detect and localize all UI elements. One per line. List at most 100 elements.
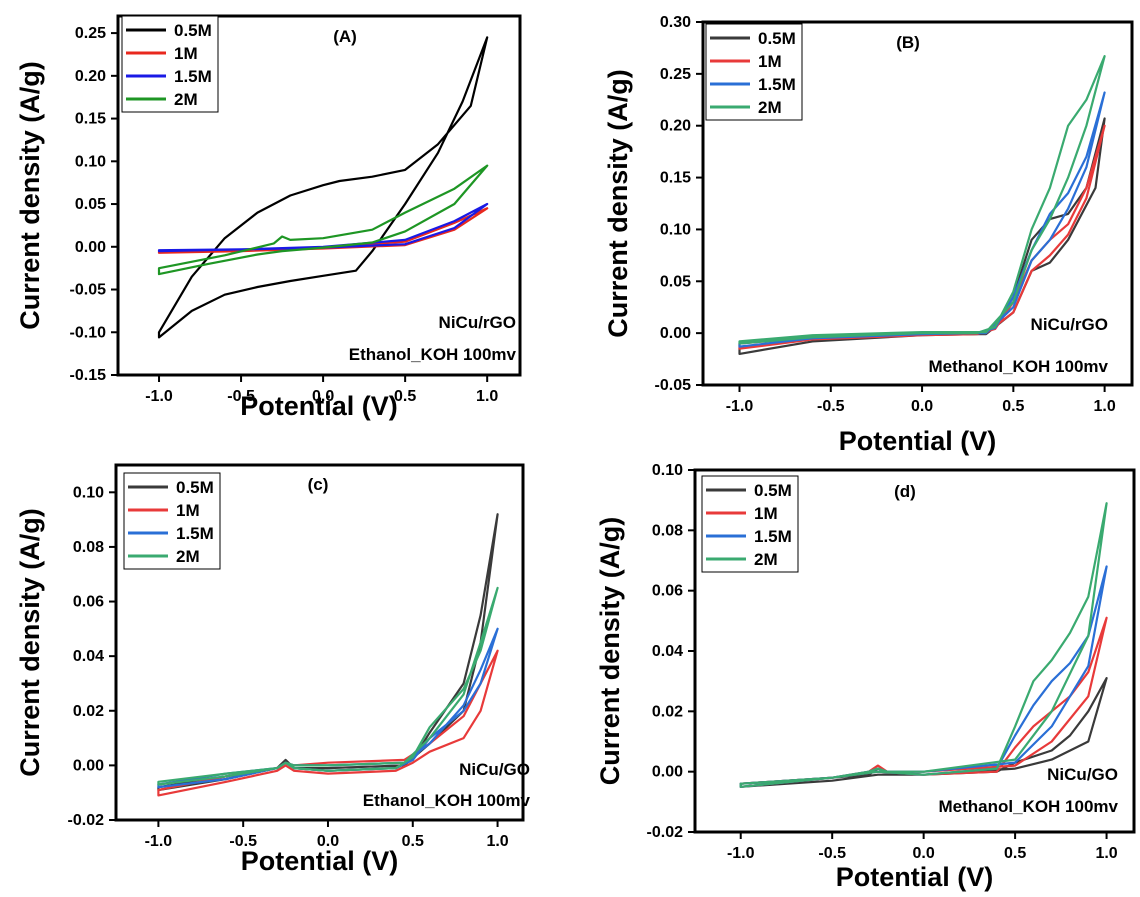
x-tick-label: 0.0 [913,845,935,862]
legend-label: 2M [754,550,778,569]
legend: 0.5M 1M 1.5M 2M [701,475,799,573]
y-tick-label: 0.15 [75,111,106,128]
x-tick-label: 0.5 [1004,845,1026,862]
plot-frame [701,20,1134,387]
legend-label: 1.5M [176,524,214,543]
y-tick-label: 0.02 [73,703,104,720]
x-axis-title: Potential (V) [241,846,399,876]
y-tick-label: 0.20 [660,118,691,135]
curves [157,36,489,339]
x-axis-title: Potential (V) [240,391,398,421]
material-annotation: NiCu/rGO [439,313,516,332]
y-tick-label: -0.05 [70,282,107,299]
x-tick-label: -1.0 [145,388,173,405]
y-tick-label: 0.25 [75,25,106,42]
legend: 0.5M 1M 1.5M 2M [121,15,219,113]
x-tick-label: -0.5 [227,388,255,405]
y-tick-label: 0.06 [73,594,104,611]
panel-label: (c) [308,475,329,494]
y-tick-label: 0.00 [73,757,104,774]
y-tick-label: -0.15 [70,367,107,384]
x-tick-label: 0.0 [911,398,933,415]
legend-label: 1M [754,504,778,523]
curves [738,55,1106,355]
panel-1: -1.0 -0.5 0.0 0.5 1.0 -0.15 -0.10 -0.05 0.00 0.05… [15,14,522,421]
legend-label: 1.5M [174,67,212,86]
x-tick-label: 1.0 [1095,845,1117,862]
legend-label: 2M [174,90,198,109]
series-2M-curve [738,55,1106,345]
y-tick-label: 0.04 [73,648,104,665]
material-annotation: NiCu/rGO [1031,315,1108,334]
panel-label: (d) [894,482,916,501]
x-axis-title: Potential (V) [836,862,994,892]
condition-annotation: Ethanol_KOH 100mv [349,345,517,364]
legend-box [701,475,799,573]
x-tick-label: -1.0 [726,398,754,415]
condition-annotation: Methanol_KOH 100mv [939,797,1119,816]
y-tick-label: 0.08 [652,522,683,539]
x-tick-label: 0.5 [402,833,424,850]
series-2M-curve [157,586,499,786]
y-tick-label: 0.30 [660,14,691,31]
material-annotation: NiCu/GO [1047,765,1118,784]
x-tick-label: 1.0 [1093,398,1115,415]
y-tick-label: 0.04 [652,643,683,660]
y-tick-label: 0.00 [75,239,106,256]
legend: 0.5M 1M 1.5M 2M [123,472,221,570]
legend-label: 1M [758,52,782,71]
plot-frame [116,14,522,377]
legend-label: 1.5M [754,527,792,546]
series-2M-curve [157,164,489,276]
y-tick-label: -0.05 [655,377,692,394]
x-axis-title: Potential (V) [839,426,997,456]
y-tick-label: -0.02 [647,824,684,841]
series-1.5M-curve [157,202,489,253]
panel-3: -1.0 -0.5 0.0 0.5 1.0 -0.02 0.00 0.02 0.04 0.06 0.… [15,463,531,876]
x-tick-label: -0.5 [229,833,257,850]
y-tick-label: 0.10 [75,153,106,170]
material-annotation: NiCu/GO [459,760,530,779]
series-1M-curve [739,616,1108,788]
x-tick-label: 0.5 [1002,398,1024,415]
legend-box [123,472,221,570]
legend-label: 2M [758,98,782,117]
x-tick-label: 0.5 [394,388,416,405]
y-tick-label: 0.10 [652,462,683,479]
legend-label: 0.5M [176,478,214,497]
x-tick-label: -1.0 [145,833,173,850]
y-tick-label: 0.20 [75,68,106,85]
y-axis-title: Current density (A/g) [595,517,625,786]
legend-label: 1M [174,44,198,63]
legend-label: 1.5M [758,75,796,94]
legend-label: 0.5M [758,29,796,48]
legend: 0.5M 1M 1.5M 2M [705,23,803,121]
x-tick-label: 0.0 [317,833,339,850]
y-tick-label: 0.05 [75,196,106,213]
x-tick-label: -1.0 [727,845,755,862]
condition-annotation: Methanol_KOH 100mv [929,357,1109,376]
y-tick-label: 0.00 [652,764,683,781]
y-tick-label: 0.25 [660,66,691,83]
y-tick-label: 0.06 [652,583,683,600]
series-2M-curve [739,502,1108,788]
plot-frame [114,463,525,822]
y-axis-title: Current density (A/g) [15,508,45,777]
y-tick-label: -0.10 [70,324,107,341]
y-axis-title: Current density (A/g) [603,69,633,338]
y-axis-title: Current density (A/g) [15,61,45,330]
y-tick-label: -0.02 [68,812,105,829]
legend-box [121,15,219,113]
curves [739,502,1108,788]
legend-label: 0.5M [174,21,212,40]
y-tick-label: 0.02 [652,703,683,720]
x-tick-label: 0.0 [312,388,334,405]
series-1.5M-curve [739,565,1108,788]
y-tick-label: 0.15 [660,170,691,187]
series-0.5M-curve [157,36,489,339]
y-tick-label: 0.10 [73,484,104,501]
x-tick-label: -0.5 [817,398,845,415]
legend-label: 2M [176,547,200,566]
panel-label: (A) [333,27,357,46]
